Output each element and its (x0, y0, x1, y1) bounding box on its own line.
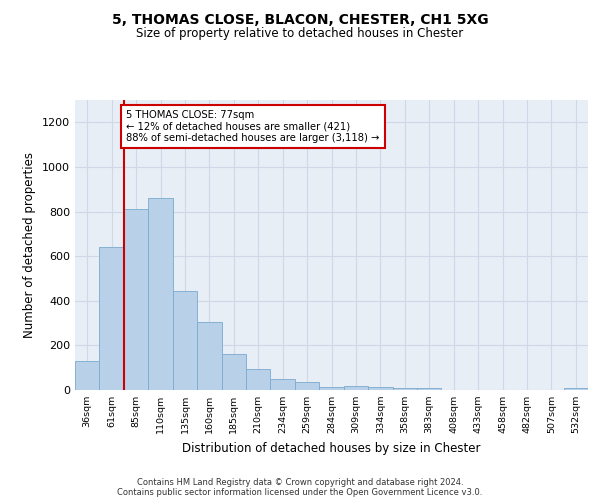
Bar (148, 198, 173, 390)
Bar (344, 386, 368, 390)
Text: 5, THOMAS CLOSE, BLACON, CHESTER, CH1 5XG: 5, THOMAS CLOSE, BLACON, CHESTER, CH1 5X… (112, 12, 488, 26)
Bar (246, 369, 271, 390)
Bar (221, 354, 246, 390)
Y-axis label: Number of detached properties: Number of detached properties (23, 152, 37, 338)
Bar (124, 210, 148, 390)
Bar (75, 361, 100, 390)
Bar (197, 322, 221, 390)
Text: 5 THOMAS CLOSE: 77sqm
← 12% of detached houses are smaller (421)
88% of semi-det: 5 THOMAS CLOSE: 77sqm ← 12% of detached … (127, 110, 380, 143)
Bar (271, 379, 295, 390)
Bar (368, 386, 392, 390)
Text: Contains public sector information licensed under the Open Government Licence v3: Contains public sector information licen… (118, 488, 482, 497)
Bar (295, 382, 319, 390)
Bar (319, 386, 344, 390)
X-axis label: Distribution of detached houses by size in Chester: Distribution of detached houses by size … (182, 442, 481, 454)
Bar (563, 388, 588, 390)
Bar (417, 388, 442, 390)
Bar (392, 388, 417, 390)
Text: Size of property relative to detached houses in Chester: Size of property relative to detached ho… (136, 28, 464, 40)
Bar (100, 247, 124, 390)
Bar (173, 290, 197, 390)
Text: Contains HM Land Registry data © Crown copyright and database right 2024.: Contains HM Land Registry data © Crown c… (137, 478, 463, 487)
